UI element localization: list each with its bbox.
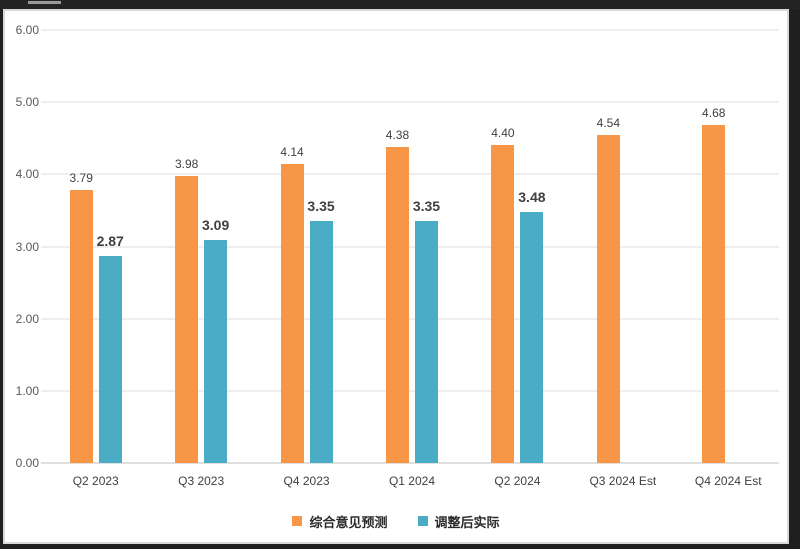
plot-area: 3.79 2.87 3.98 3.09 4.14 3.35 4.38 3.35 4.40 3.48…	[43, 30, 781, 463]
x-tick-label: Q4 2023	[283, 474, 330, 488]
y-tick-label: 4.00	[15, 167, 39, 182]
bar-series-0: 4.38	[386, 128, 409, 463]
y-tick-label: 2.00	[15, 311, 39, 326]
y-tick-label: 6.00	[15, 23, 39, 37]
bar-slot: 4.54	[597, 30, 620, 463]
legend-item-actual: 调整后实际	[417, 512, 500, 531]
bar-slot: 3.98	[175, 30, 198, 463]
bar-slot: 3.79	[70, 30, 93, 463]
bar-series-1: 3.09	[202, 217, 229, 463]
x-tick-label: Q2 2024	[494, 474, 541, 488]
x-axis: Q2 2023 Q3 2023 Q4 2023 Q1 2024 Q2 2024 Q3 20…	[43, 474, 781, 490]
data-label: 4.40	[491, 126, 515, 141]
data-label: 3.35	[412, 198, 441, 215]
bar-slot: 3.48	[518, 30, 546, 463]
x-tick-label: Q1 2024	[388, 474, 435, 488]
bar-slot: 3.09	[202, 30, 229, 463]
x-tick-label: Q3 2023	[178, 474, 225, 488]
bar-group: 4.68	[676, 30, 781, 463]
data-label: 4.68	[702, 106, 726, 121]
window-top-tab	[28, 1, 61, 4]
gridline	[41, 246, 779, 247]
chart-panel: 0.00 1.00 2.00 3.00 4.00 5.00 6.00 3.79 2.87 3.9…	[3, 9, 789, 544]
bar-slot	[626, 30, 649, 463]
bar-slot	[731, 30, 754, 463]
data-label: 3.35	[307, 198, 335, 215]
legend-label-actual: 调整后实际	[434, 514, 500, 530]
y-tick-label: 1.00	[15, 383, 39, 398]
gridline	[41, 390, 779, 392]
bar-group: 3.79 2.87	[43, 30, 148, 463]
bar-slot: 4.38	[386, 30, 409, 463]
data-label: 3.09	[202, 217, 230, 234]
bar-series-1: 3.48	[518, 189, 546, 463]
bar-series-1: 3.35	[307, 198, 335, 463]
bar-group: 4.54	[570, 30, 675, 463]
bar-slot: 3.35	[413, 30, 440, 463]
bar-series-1: 3.35	[413, 198, 440, 463]
bar-slot: 4.68	[702, 30, 725, 463]
bar-series-0: 4.14	[280, 145, 304, 463]
gridline	[41, 29, 779, 31]
bar-group: 4.38 3.35	[359, 30, 464, 463]
bar-slot: 4.40	[491, 30, 515, 463]
bar-slot: 2.87	[97, 30, 124, 463]
data-label: 4.14	[280, 145, 304, 160]
x-tick-label: Q3 2024 Est	[589, 474, 657, 488]
bar-group: 3.98 3.09	[148, 30, 253, 463]
legend-item-forecast: 综合意见预测	[292, 512, 388, 531]
bar-series-0: 4.40	[491, 126, 515, 463]
bar-series-0: 4.68	[702, 106, 725, 463]
data-label: 4.54	[596, 116, 620, 131]
gridline	[41, 318, 779, 320]
legend-swatch-forecast-icon	[292, 516, 303, 526]
data-label: 4.38	[385, 127, 410, 142]
bar-group: 4.14 3.35	[254, 30, 359, 463]
bar-series-0: 3.79	[70, 171, 93, 463]
bar-slot: 3.35	[307, 30, 335, 463]
y-tick-label: 0.00	[15, 456, 39, 470]
data-label: 3.79	[69, 170, 93, 185]
legend-label-forecast: 综合意见预测	[309, 514, 388, 530]
x-tick-label: Q2 2023	[72, 474, 119, 488]
window-top-bar	[0, 0, 800, 9]
y-axis: 0.00 1.00 2.00 3.00 4.00 5.00 6.00	[11, 23, 39, 470]
legend-swatch-actual-icon	[417, 516, 428, 526]
data-label: 3.98	[174, 156, 199, 171]
bar-series-0: 4.54	[597, 116, 620, 463]
legend: 综合意见预测 调整后实际	[5, 512, 787, 530]
data-label: 3.48	[518, 188, 546, 205]
gridline-area	[41, 29, 779, 464]
y-tick-label: 3.00	[15, 239, 39, 254]
gridline	[41, 173, 779, 175]
x-axis-line	[41, 462, 779, 464]
data-label: 2.87	[96, 232, 124, 249]
bar-series-1: 2.87	[97, 233, 124, 463]
bar-slot: 4.14	[280, 30, 304, 463]
y-tick-label: 5.00	[15, 95, 39, 110]
gridline	[41, 101, 779, 103]
bar-group: 4.40 3.48	[465, 30, 570, 463]
bar-series-0: 3.98	[175, 157, 198, 463]
x-tick-label: Q4 2024 Est	[694, 474, 762, 488]
